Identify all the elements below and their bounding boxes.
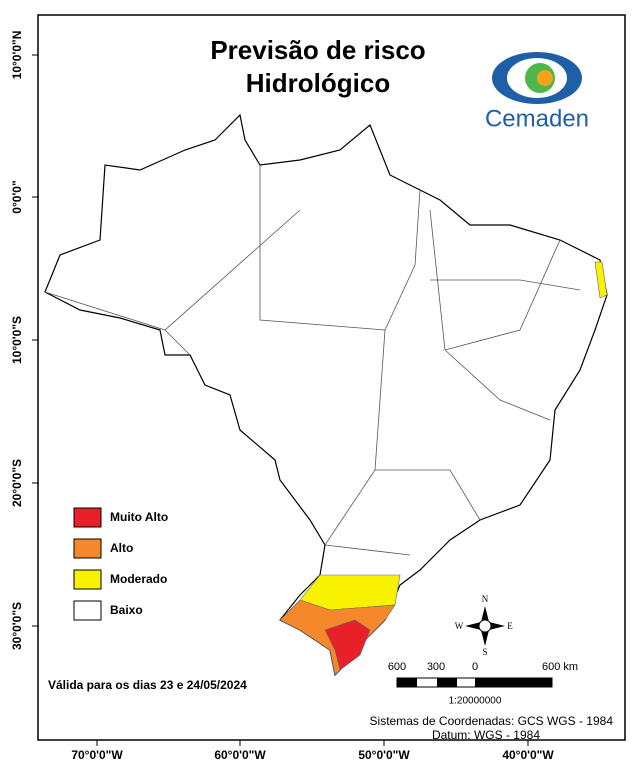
legend-label: Baixo [110,603,143,617]
title-line: Hidrológico [246,68,390,98]
logo-pupil [537,70,553,86]
validity-text: Válida para os dias 23 e 24/05/2024 [48,678,247,692]
legend-swatch [73,600,102,621]
compass-s: S [482,647,487,657]
legend-label: Muito Alto [110,510,168,524]
region-moderado-ne [594,261,608,299]
north-arrow: N S E W [455,594,514,657]
scale-bar: 600 300 0 600 km 1:20000000 [388,661,578,707]
latitude-label: 10°0'0"S [10,316,24,364]
longitude-label: 70°0'0"W [71,748,123,762]
scale-label: 0 [472,661,478,673]
legend-swatch [73,569,102,590]
compass-e: E [507,621,513,631]
compass-n: N [482,594,489,604]
legend: Muito Alto Alto Moderado Baixo [73,507,168,621]
legend-label: Alto [110,541,133,555]
region-muito-alto [324,619,371,671]
brazil-outline [44,113,608,677]
scale-label: 600 km [542,661,578,673]
legend-swatch [73,507,102,528]
title-line: Previsão de risco [210,35,425,65]
logo-text: Cemaden [485,105,589,132]
longitude-label: 60°0'0"W [214,748,266,762]
scale-label: 600 [388,661,406,673]
compass-w: W [455,621,464,631]
scale-ratio: 1:20000000 [449,696,502,707]
legend-label: Moderado [110,572,167,586]
graticule-ticks: 10°0'0"N 0°0'0" 10°0'0"S 20°0'0"S 30°0'0"S 70… [10,31,554,763]
coordinate-system: Sistemas de Coordenadas: GCS WGS - 1984 [370,714,614,728]
longitude-label: 50°0'0"W [358,748,410,762]
latitude-label: 0°0'0" [10,180,24,213]
logo: Cemaden [485,52,589,132]
latitude-label: 20°0'0"S [10,459,24,507]
longitude-label: 40°0'0"W [502,748,554,762]
legend-swatch [73,538,102,559]
datum: Datum: WGS - 1984 [432,728,540,742]
latitude-label: 30°0'0"S [10,602,24,650]
latitude-label: 10°0'0"N [10,31,24,80]
scale-label: 300 [427,661,445,673]
state-borders [44,165,581,556]
